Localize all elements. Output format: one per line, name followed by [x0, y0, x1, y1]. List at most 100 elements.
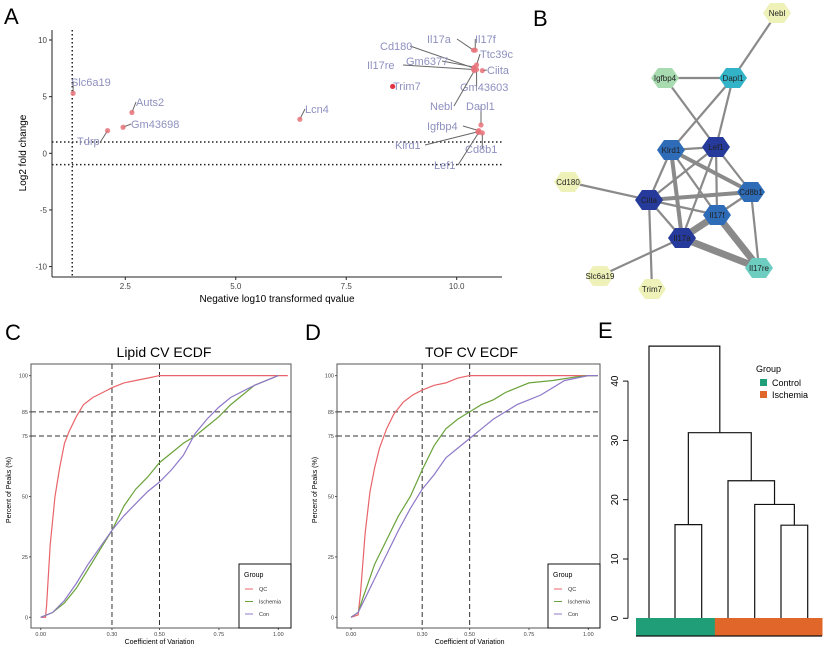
node-label: Slc6a19 [586, 272, 615, 281]
network-edge [648, 146, 717, 201]
legend-label: Con [568, 612, 578, 618]
network-edge [749, 191, 761, 269]
network-edge [670, 77, 734, 151]
y-tick-label: 0 [331, 615, 334, 621]
network-edge [669, 149, 684, 239]
node-label: Cd8b1 [739, 188, 763, 197]
y-tick-label: 0 [25, 615, 28, 621]
y-tick-label: 40 [610, 375, 621, 387]
node-label: Nebl [769, 9, 786, 18]
ecdf-line-qc [40, 375, 288, 618]
x-tick-label: 0.00 [35, 632, 46, 638]
panel-a-volcano: 2.5 5.0 7.5 10.0 -10 -5 0 5 10 Negative log10 tra… [18, 30, 514, 305]
x-tick-label: 1.00 [583, 632, 594, 638]
node-label: Ciita [641, 196, 658, 205]
dendrogram-branch [648, 345, 721, 619]
node-label: Il17f [709, 211, 725, 220]
y-axis-title: Log2 fold change [18, 114, 29, 191]
network-node [651, 68, 679, 88]
data-point [297, 116, 303, 122]
y-tick-label: 75 [328, 434, 334, 440]
gene-label: Klrd1 [395, 140, 421, 152]
network-node [702, 137, 730, 157]
group-color-bar [662, 618, 689, 636]
y-tick-label: 10 [38, 36, 47, 45]
network-node [635, 190, 663, 210]
data-point [476, 129, 482, 135]
ecdf-line-ischemia [350, 375, 598, 618]
gene-label: Trim7 [393, 81, 421, 93]
data-point [120, 124, 126, 130]
gene-label: Il17f [475, 34, 497, 46]
legend-title: Group [244, 572, 264, 579]
network-node [745, 258, 773, 278]
label-leader-line [457, 132, 480, 166]
y-tick-label: 75 [22, 434, 28, 440]
network-edge [648, 190, 752, 202]
legend-box [238, 563, 292, 629]
data-point [70, 90, 76, 96]
network-edge [670, 149, 718, 216]
ecdf-line-ischemia [40, 375, 279, 618]
label-leader-line [402, 64, 474, 70]
network-node [719, 68, 747, 88]
gene-label: Gm43698 [131, 119, 179, 131]
legend-title: Group [553, 572, 573, 579]
gene-label: Gm6377 [406, 56, 448, 68]
y-tick-label: 50 [328, 494, 334, 500]
network-edge [732, 12, 778, 79]
data-point [478, 122, 484, 128]
data-point [390, 83, 396, 90]
y-tick-label: 5 [43, 93, 48, 102]
group-color-bar [714, 618, 742, 636]
dendrogram-branch [754, 503, 795, 619]
network-edge [714, 146, 719, 216]
network-edge [647, 199, 654, 290]
x-axis-title: Coefficient of Variation [435, 639, 505, 646]
network-node [554, 172, 582, 192]
gene-label: Tdrp [77, 136, 100, 148]
legend-swatch [760, 379, 767, 386]
x-tick-label: 7.5 [341, 282, 353, 291]
ecdf-line-con [40, 375, 279, 618]
ecdf-line-qc [350, 375, 598, 618]
node-label: Lef1 [708, 143, 724, 152]
ecdf-line-con [350, 375, 598, 618]
panel-letter-b: B [533, 6, 548, 31]
x-axis-title: Negative log10 transformed qvalue [199, 294, 355, 305]
panel-letter-e: E [598, 318, 613, 343]
node-label: Klrd1 [662, 146, 681, 155]
x-tick-label: 0.50 [464, 632, 475, 638]
chart-title: Lipid CV ECDF [117, 344, 212, 360]
panel-d-ecdf: 0.00 0.30 0.50 0.75 1.00 0 25 50 75 85 100 TOF CV E… [312, 344, 601, 646]
y-tick-label: 0 [43, 149, 48, 158]
data-point [471, 67, 477, 74]
y-tick-label: 85 [22, 410, 28, 416]
panel-e-dendrogram: 0 10 20 30 40 Group Control Ischemia [610, 345, 823, 637]
gene-label: Igfbp4 [427, 121, 458, 133]
y-tick-label: 25 [22, 555, 28, 561]
data-point [472, 47, 478, 53]
network-node [703, 205, 731, 225]
legend-label: Ischemia [772, 390, 808, 400]
panel-letter-a: A [4, 4, 19, 29]
dendrogram-branch [687, 432, 752, 525]
y-axis-title: Percent of Peaks (%) [6, 457, 13, 523]
group-color-bar [767, 618, 795, 636]
node-label: Cd180 [556, 178, 580, 187]
node-label: Il17re [749, 264, 770, 273]
y-tick-label: 100 [325, 374, 334, 380]
y-tick-label: 85 [328, 410, 334, 416]
panel-b-network: Nebl Igfbp4 Dapl1 Klrd1 Lef1 Cd180 Ciita Cd8b1 I… [554, 3, 791, 299]
group-color-bar [688, 618, 716, 636]
y-axis-title: Percent of Peaks (%) [312, 457, 319, 523]
x-tick-label: 1.00 [273, 632, 284, 638]
y-tick-label: 100 [19, 374, 28, 380]
network-edge [664, 77, 717, 148]
panel-letter-d: D [305, 320, 321, 345]
gene-label: Il17a [427, 34, 452, 46]
network-node [737, 182, 765, 202]
data-point [479, 67, 485, 74]
data-point [104, 128, 111, 134]
